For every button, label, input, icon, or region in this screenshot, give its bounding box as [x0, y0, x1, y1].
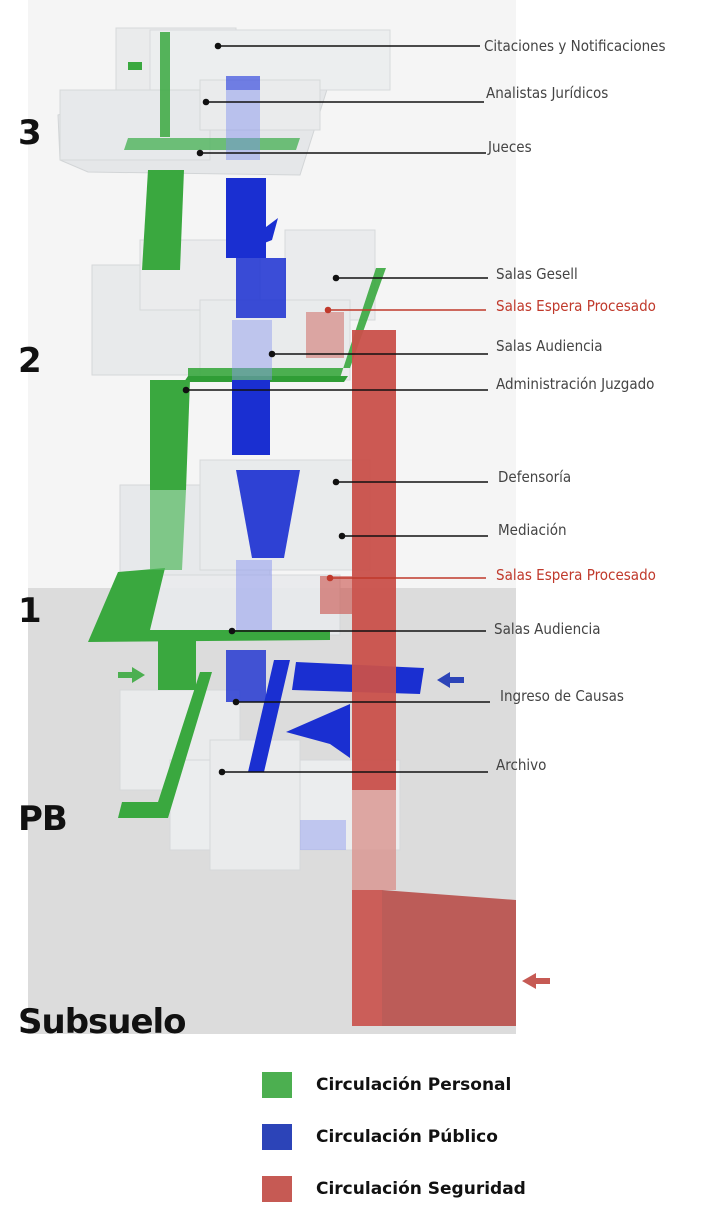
legend-item-personal: Circulación Personal — [262, 1070, 511, 1100]
legend-label-publico: Circulación Público — [316, 1127, 498, 1147]
legend-label-seguridad: Circulación Seguridad — [316, 1179, 526, 1199]
legend-item-seguridad: Circulación Seguridad — [262, 1174, 526, 1204]
personal-entry-arrow — [118, 667, 145, 683]
floor-1-personal-slab — [88, 568, 330, 642]
security-entry-arrow — [522, 973, 550, 989]
pb-personal-ramp — [118, 672, 212, 818]
label-archivo: Archivo — [496, 756, 547, 774]
label-audiencia-1: Salas Audiencia — [494, 620, 601, 638]
legend-swatch-publico — [262, 1124, 292, 1150]
floor-subsuelo-label: Subsuelo — [18, 1002, 187, 1042]
legend-swatch-seguridad — [262, 1176, 292, 1202]
floor-2-volumes — [91, 229, 376, 381]
label-mediacion: Mediación — [498, 521, 567, 539]
floor-2-label: 2 — [18, 341, 42, 381]
legend-label-personal: Circulación Personal — [316, 1075, 512, 1095]
label-citaciones: Citaciones y Notificaciones — [484, 37, 666, 55]
label-gesell: Salas Gesell — [496, 265, 578, 283]
public-entry-arrow — [437, 672, 464, 688]
floor-3-label: 3 — [18, 113, 42, 153]
floor-3-personal-slab — [124, 138, 300, 150]
leader-lines — [182, 42, 490, 776]
label-audiencia-2: Salas Audiencia — [496, 337, 603, 355]
label-espera-1: Salas Espera Procesado — [496, 566, 656, 584]
floor-1-label: 1 — [18, 591, 42, 631]
leader-lines-red — [324, 306, 486, 582]
legend-item-publico: Circulación Público — [262, 1122, 498, 1152]
label-administracion: Administración Juzgado — [496, 375, 655, 393]
label-espera-2: Salas Espera Procesado — [496, 297, 656, 315]
security-core — [306, 312, 516, 1026]
legend-swatch-personal — [262, 1072, 292, 1098]
label-ingreso: Ingreso de Causas — [500, 687, 624, 705]
label-jueces: Jueces — [488, 138, 532, 156]
floor-pb-label: PB — [18, 799, 68, 839]
label-defensoria: Defensoría — [498, 468, 572, 486]
personal-core — [128, 32, 196, 690]
label-analistas: Analistas Jurídicos — [486, 84, 609, 102]
